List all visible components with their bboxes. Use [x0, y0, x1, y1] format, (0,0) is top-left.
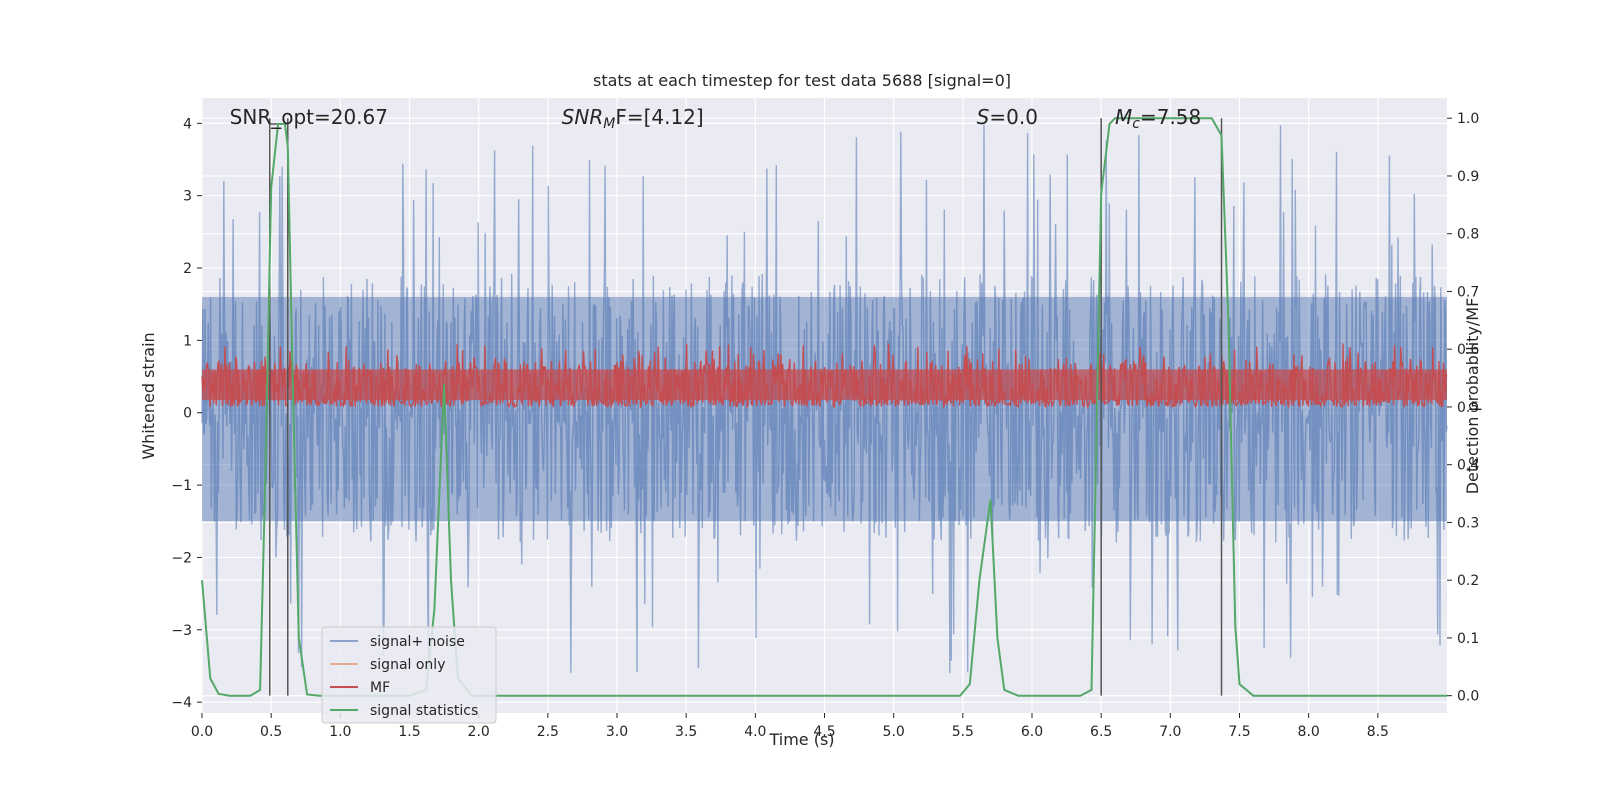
- y-right-tick-label: 0.5: [1457, 400, 1479, 416]
- x-tick-label: 7.0: [1159, 724, 1181, 740]
- y-left-tick-label: −2: [171, 550, 192, 566]
- x-tick-label: 1.5: [398, 724, 420, 740]
- signal-noise-series: [201, 124, 1448, 674]
- y-left-axis-ticks: 4 3 2 1 0 −1 −2 −3 −4: [171, 116, 202, 711]
- annotation: Mc=7.58: [1115, 105, 1201, 132]
- y-left-tick-label: −3: [171, 623, 192, 639]
- y-left-axis-label: Whitened strain: [139, 332, 158, 459]
- signal-noise-band: [202, 296, 1447, 522]
- y-right-axis-ticks: 1.0 0.9 0.8 0.7 0.6 0.5 0.4 0.3 0.2 0.1 0.0: [1447, 111, 1479, 705]
- legend-entry: signal only: [370, 657, 445, 673]
- legend-entry: signal statistics: [370, 703, 478, 719]
- x-tick-label: 0.0: [191, 724, 213, 740]
- annotations: SNR_opt=20.67 SNRMF=[4.12] S=0.0 Mc=7.58: [230, 105, 1202, 132]
- x-tick-label: 8.5: [1367, 724, 1389, 740]
- x-tick-label: 7.5: [1228, 724, 1250, 740]
- signal-noise-line: [201, 124, 1448, 674]
- chart-title: stats at each timestep for test data 568…: [593, 71, 1011, 90]
- legend-box: [321, 626, 497, 724]
- y-right-tick-label: 0.8: [1457, 227, 1479, 243]
- y-right-tick-label: 0.0: [1457, 689, 1479, 705]
- y-right-tick-label: 0.4: [1457, 458, 1479, 474]
- legend-entry: signal+ noise: [370, 634, 465, 650]
- y-left-tick-label: 4: [183, 116, 192, 132]
- y-right-tick-label: 1.0: [1457, 111, 1479, 127]
- x-tick-label: 4.5: [813, 724, 835, 740]
- x-axis-label: Time (s): [768, 730, 834, 749]
- grid: [201, 98, 1447, 713]
- y-right-tick-label: 0.6: [1457, 342, 1479, 358]
- x-tick-label: 5.5: [952, 724, 974, 740]
- legend: signal+ noise signal only MF signal statist…: [321, 626, 497, 724]
- x-tick-label: 6.5: [1090, 724, 1112, 740]
- annotation: S=0.0: [977, 105, 1038, 129]
- x-tick-label: 6.0: [1021, 724, 1043, 740]
- y-right-axis-label: Detection probability/MF: [1463, 298, 1482, 495]
- y-left-tick-label: 1: [183, 333, 192, 349]
- y-left-tick-label: 3: [183, 189, 192, 205]
- legend-entry: MF: [370, 680, 390, 696]
- x-tick-label: 3.5: [675, 724, 697, 740]
- y-left-tick-label: −4: [171, 695, 192, 711]
- x-tick-label: 3.0: [606, 724, 628, 740]
- x-tick-label: 8.0: [1298, 724, 1320, 740]
- x-tick-label: 5.0: [883, 724, 905, 740]
- mf-band: [202, 369, 1447, 401]
- x-tick-label: 1.0: [329, 724, 351, 740]
- x-axis-ticks: 0.0 0.5 1.0 1.5 2.0 2.5 3.0 3.5 4.0 4.5 5.0 5.5 6.0 6…: [191, 713, 1389, 740]
- y-left-tick-label: 2: [183, 261, 192, 277]
- x-tick-label: 0.5: [260, 724, 282, 740]
- y-right-tick-label: 0.7: [1457, 284, 1479, 300]
- mf-series: [201, 343, 1448, 410]
- annotation: SNRMF=[4.12]: [562, 105, 704, 132]
- y-right-tick-label: 0.2: [1457, 573, 1479, 589]
- y-left-tick-label: 0: [183, 406, 192, 422]
- x-tick-label: 2.5: [537, 724, 559, 740]
- y-right-tick-label: 0.9: [1457, 169, 1479, 185]
- signal-statistics-line: [201, 117, 1447, 697]
- y-right-tick-label: 0.3: [1457, 515, 1479, 531]
- annotation: SNR_opt=20.67: [230, 105, 388, 129]
- y-left-tick-label: −1: [171, 478, 192, 494]
- y-right-tick-label: 0.1: [1457, 631, 1479, 647]
- x-tick-label: 4.0: [744, 724, 766, 740]
- x-tick-label: 2.0: [468, 724, 490, 740]
- signal-statistics-series: [201, 117, 1447, 697]
